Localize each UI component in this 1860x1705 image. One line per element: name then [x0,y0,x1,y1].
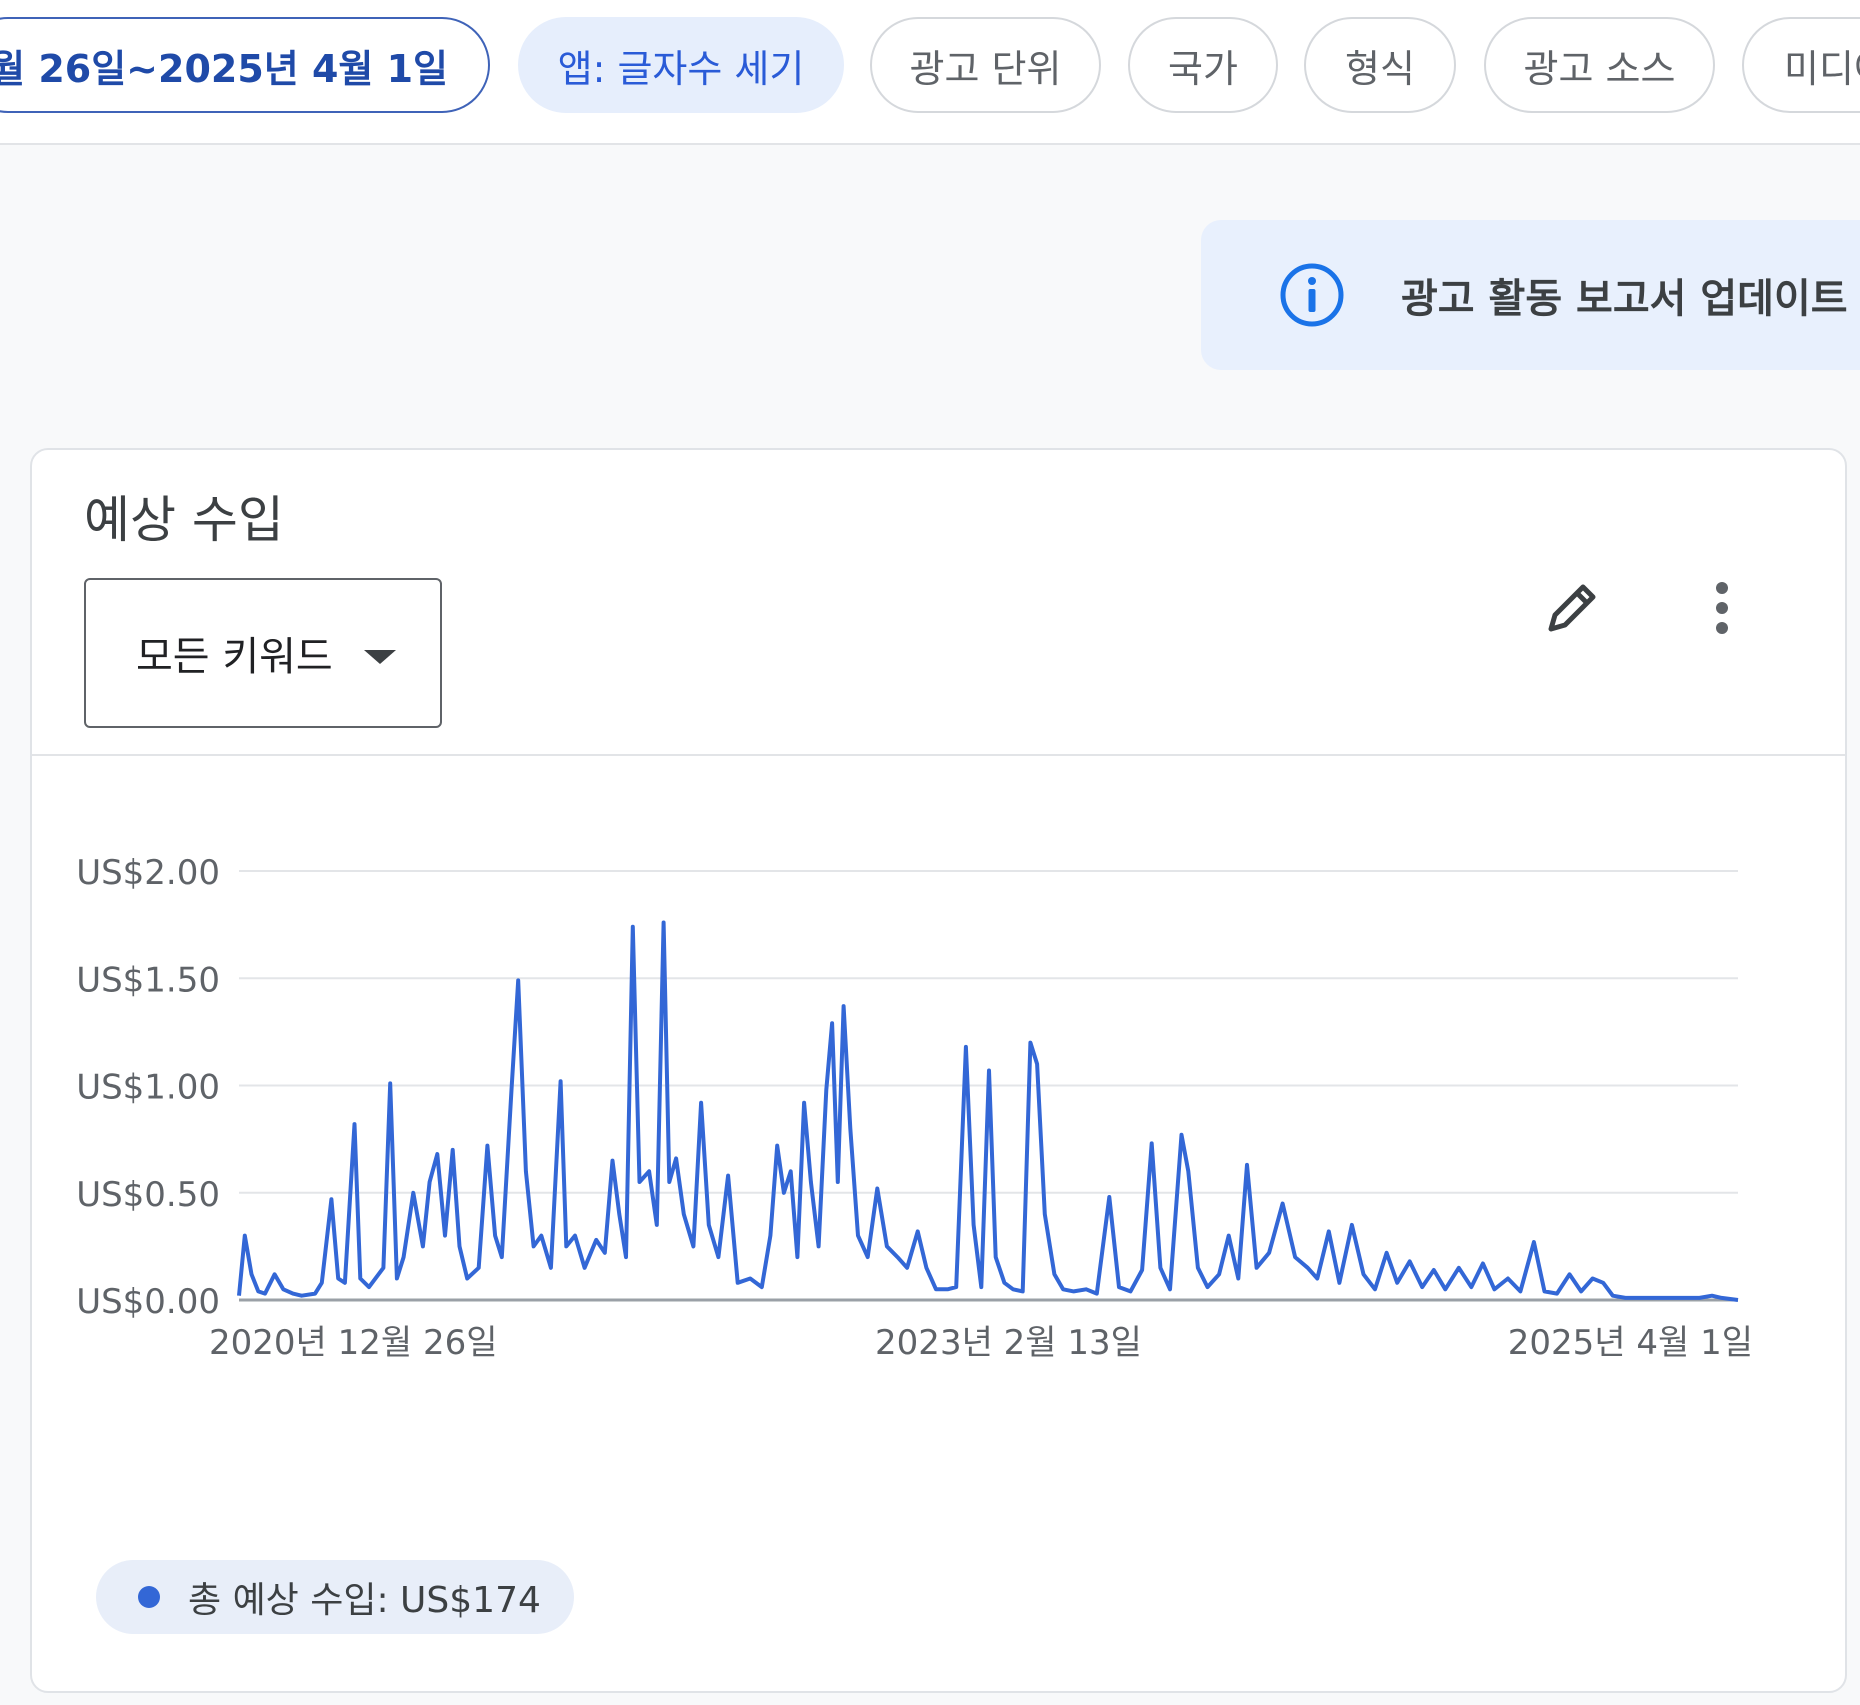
y-tick-label: US$0.00 [76,1282,220,1322]
legend-dot [138,1586,160,1608]
ad-unit-label: 광고 단위 [909,46,1062,91]
y-tick-label: US$1.00 [76,1068,220,1108]
legend-total-earnings[interactable]: 총 예상 수입: US$174 [96,1560,574,1634]
ad-source-label: 광고 소스 [1523,46,1676,91]
earnings-chart: US$2.00 US$1.50 US$1.00 US$0.50 US$0.002020년… [76,853,1753,1363]
app-filter-chip[interactable]: 앱: 글자수 세기 [518,17,844,113]
date-range-chip[interactable]: 2020년 12월 26일~2025년 4월 1일 [0,17,490,113]
x-tick-label: 2025년 4월 1일 [1508,1323,1753,1363]
x-tick-label: 2020년 12월 26일 [209,1323,498,1363]
more-vert-icon [1716,582,1728,634]
media-chip[interactable]: 미디어 [1742,17,1860,113]
keyword-dropdown[interactable]: 모든 키워드 [84,578,442,728]
edit-button[interactable] [1532,568,1612,648]
format-label: 형식 [1345,46,1415,91]
more-options-button[interactable] [1682,568,1762,648]
legend-label: 총 예상 수입: US$174 [188,1580,541,1621]
y-tick-label: US$0.50 [76,1175,220,1215]
app-filter-label: 앱: 글자수 세기 [557,46,805,91]
info-banner: 광고 활동 보고서 업데이트 [1201,220,1860,370]
ad-unit-chip[interactable]: 광고 단위 [870,17,1101,113]
card-divider [32,754,1845,756]
country-label: 국가 [1168,46,1238,91]
media-label: 미디어 [1784,46,1860,91]
card-title: 예상 수입 [84,491,284,549]
series-line [237,920,1739,1302]
x-tick-label: 2023년 2월 13일 [875,1323,1142,1363]
y-tick-label: US$2.00 [76,853,220,893]
pencil-icon [1548,584,1596,632]
date-range-label: 2020년 12월 26일~2025년 4월 1일 [0,46,448,91]
ad-source-chip[interactable]: 광고 소스 [1484,17,1715,113]
caret-down-icon [364,650,396,664]
country-chip[interactable]: 국가 [1128,17,1278,113]
y-tick-label: US$1.50 [76,960,220,1000]
estimated-earnings-card: 예상 수입 모든 키워드 US$2.00 US$1.50 US$1.00 US$0.5… [30,448,1847,1693]
banner-text: 광고 활동 보고서 업데이트 [1401,276,1848,322]
filter-bar: 2020년 12월 26일~2025년 4월 1일 앱: 글자수 세기 광고 단… [0,0,1860,145]
info-icon [1280,263,1344,327]
format-chip[interactable]: 형식 [1304,17,1456,113]
keyword-dropdown-label: 모든 키워드 [136,634,333,680]
